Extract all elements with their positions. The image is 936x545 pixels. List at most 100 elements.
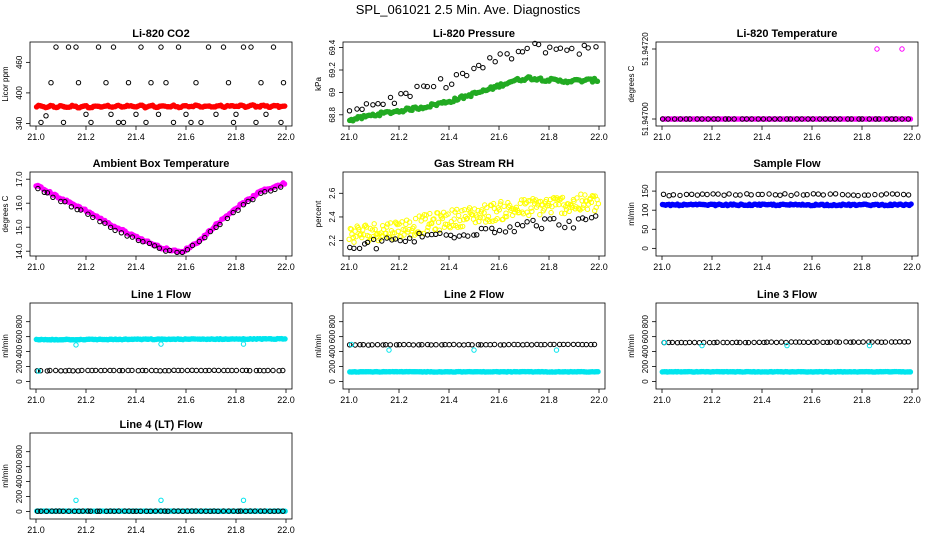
data-point <box>820 192 826 198</box>
x-tick-label: 21.0 <box>27 262 45 272</box>
y-tick-label: 460 <box>15 55 24 69</box>
data-point <box>220 44 227 50</box>
x-tick-label: 22.0 <box>903 132 921 142</box>
data-point <box>348 341 355 348</box>
data-point <box>351 239 357 245</box>
data-point <box>66 508 72 514</box>
data-point <box>755 116 761 122</box>
data-point <box>225 80 232 86</box>
plot-frame <box>655 302 919 390</box>
y-tick-label: 69 <box>328 87 337 96</box>
data-point <box>732 192 739 198</box>
data-point <box>68 204 75 210</box>
data-point <box>235 207 241 213</box>
data-point <box>215 508 221 514</box>
data-point <box>772 192 779 198</box>
data-point <box>748 192 754 198</box>
y-tick-label: 200 <box>328 359 337 373</box>
data-point <box>362 241 368 247</box>
data-point <box>454 206 460 213</box>
data-point <box>103 80 109 86</box>
data-point <box>143 367 149 374</box>
data-point <box>75 368 81 374</box>
data-point <box>463 216 470 222</box>
data-point <box>793 339 799 345</box>
data-point <box>474 232 480 238</box>
data-point <box>674 340 681 346</box>
data-point <box>115 119 122 126</box>
data-point <box>833 339 839 345</box>
data-point <box>62 368 69 374</box>
data-point <box>908 201 914 207</box>
data-point <box>588 341 594 348</box>
data-point <box>832 116 838 122</box>
data-point <box>471 232 477 238</box>
data-point <box>416 342 422 348</box>
data-point <box>476 62 482 69</box>
data-point <box>726 116 732 122</box>
data-point <box>419 342 425 348</box>
data-point <box>183 111 189 118</box>
data-point <box>78 207 84 213</box>
data-point <box>483 342 489 348</box>
data-point <box>102 220 108 226</box>
plot-frame <box>655 171 919 257</box>
data-point <box>97 508 103 514</box>
data-point <box>576 51 582 57</box>
data-point <box>715 191 721 197</box>
data-point <box>446 342 452 348</box>
data-point <box>370 236 377 243</box>
data-point <box>565 341 571 348</box>
figure-title: SPL_061021 2.5 Min. Ave. Diagnostics <box>355 2 581 17</box>
data-point <box>207 228 214 235</box>
data-point <box>41 189 47 196</box>
data-point <box>905 116 911 122</box>
data-point <box>387 220 394 226</box>
data-point <box>184 247 191 253</box>
x-tick-label: 21.6 <box>803 132 821 142</box>
data-point <box>93 367 99 374</box>
data-point <box>445 211 451 217</box>
x-tick-label: 21.8 <box>227 525 245 535</box>
y-tick-label: 600 <box>328 329 337 343</box>
data-point <box>824 339 831 345</box>
chart-4: Gas Stream RH percent 21.0 21.2 21.4 21.6 21.8… <box>314 158 608 272</box>
data-point <box>715 116 721 122</box>
data-point <box>416 230 422 237</box>
data-point <box>810 191 817 197</box>
data-point <box>706 339 713 346</box>
data-point <box>73 342 79 348</box>
x-tick-label: 21.2 <box>703 132 721 142</box>
y-tick-label: 69.4 <box>328 39 337 55</box>
data-point <box>726 191 732 197</box>
data-point <box>138 44 144 50</box>
data-point <box>374 342 381 348</box>
data-point <box>384 224 390 230</box>
data-point <box>711 339 717 346</box>
data-point <box>151 243 158 249</box>
data-point <box>280 508 286 514</box>
data-point <box>211 367 217 373</box>
data-point <box>480 215 486 221</box>
chart-title: Ambient Box Temperature <box>93 158 230 170</box>
data-point <box>855 192 861 199</box>
data-point <box>233 367 240 374</box>
data-point <box>489 218 496 224</box>
x-tick-label: 21.2 <box>77 395 95 405</box>
data-point <box>691 339 698 346</box>
data-point <box>533 223 540 229</box>
data-point <box>116 367 123 374</box>
x-tick-label: 21.0 <box>340 395 358 405</box>
data-point <box>856 116 862 122</box>
data-point <box>542 341 548 348</box>
y-tick-label: 68.8 <box>328 106 337 122</box>
y-axis-label: ml/min <box>1 334 10 358</box>
data-point <box>839 191 846 198</box>
data-point <box>162 368 168 374</box>
chart-title: Li-820 Pressure <box>433 28 515 40</box>
data-point <box>583 216 589 223</box>
data-point <box>437 230 443 237</box>
data-point <box>699 191 706 197</box>
data-point <box>158 44 164 50</box>
data-point <box>407 93 413 100</box>
